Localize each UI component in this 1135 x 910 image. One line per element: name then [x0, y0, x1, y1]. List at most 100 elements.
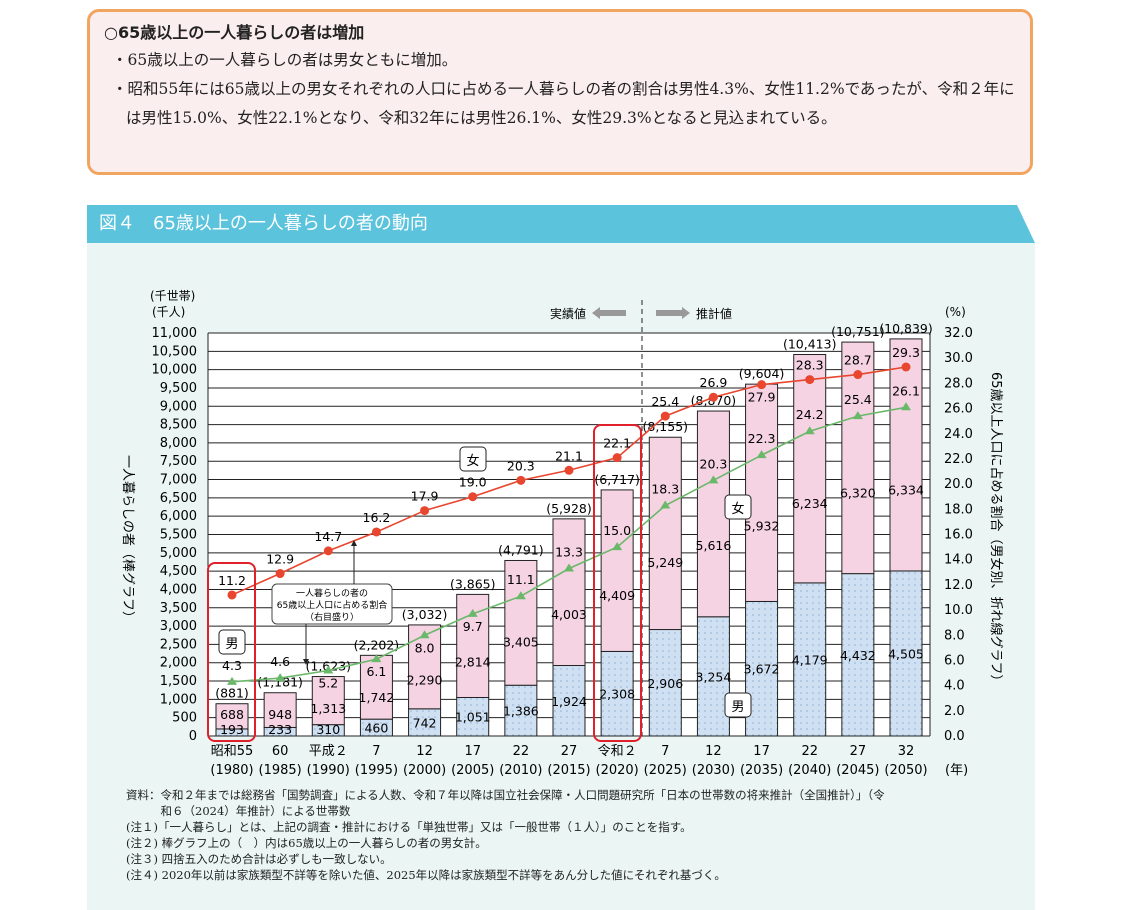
callout-text: 65歳以上人口に占める割合	[277, 599, 387, 611]
highlight-2020	[593, 424, 642, 742]
rate-label-female: 29.3	[892, 345, 920, 360]
left-tick-label: 1,000	[160, 692, 197, 707]
female-value-label: 1,742	[359, 690, 395, 705]
rate-label-male: 4.6	[270, 654, 290, 669]
rate-label-female: 27.9	[748, 390, 776, 405]
rate-label-female: 12.9	[266, 552, 294, 567]
left-tick-label: 3,500	[160, 601, 197, 616]
bar-female	[408, 624, 442, 710]
rate-label-female: 14.7	[314, 529, 342, 544]
point-female	[805, 375, 815, 385]
rate-label-female: 28.7	[844, 353, 872, 368]
point-male	[756, 450, 767, 459]
left-tick-label: 8,000	[160, 436, 197, 451]
female-value-label: 6,320	[840, 486, 876, 501]
rate-label-male: 9.7	[463, 619, 483, 634]
left-tick-label: 5,500	[160, 528, 197, 543]
point-female	[757, 380, 767, 390]
rate-label-female: 11.2	[218, 573, 246, 588]
male-label-box	[724, 692, 752, 718]
left-tick-label: 4,500	[160, 564, 197, 579]
total-label: (9,604)	[739, 366, 785, 381]
x-tick-label: 令和２	[598, 744, 637, 759]
male-value-label: 4,505	[888, 646, 924, 661]
point-male	[371, 654, 382, 663]
arrowhead-icon	[351, 540, 357, 546]
total-label: (3,865)	[450, 576, 496, 591]
bar-male	[696, 616, 730, 737]
x-tick-label: 32	[898, 744, 915, 759]
left-tick-label: 2,000	[160, 656, 197, 671]
rate-label-male: 24.2	[796, 407, 824, 422]
left-tick-label: 6,500	[160, 491, 197, 506]
notes: 資料：令和２年までは総務省「国勢調査」による人数、令和７年以降は国立社会保障・人…	[126, 787, 1006, 883]
female-value-label: 688	[220, 707, 244, 722]
x-tick-label: 7	[372, 744, 380, 759]
point-male	[708, 475, 719, 484]
point-female	[853, 370, 863, 380]
left-tick-label: 6,000	[160, 509, 197, 524]
right-tick-label: 4.0	[944, 679, 965, 694]
note-2: (注２) 棒グラフ上の（ ）内は65歳以上の一人暮らしの者の男女計。	[126, 836, 487, 850]
point-female	[371, 527, 381, 537]
x-tick-label: 昭和55	[211, 744, 254, 759]
right-tick-label: 14.0	[944, 553, 973, 568]
x-year-label: (2050)	[884, 763, 927, 778]
callout-box	[271, 583, 393, 625]
male-value-label: 3,672	[744, 662, 780, 677]
female-value-label: 4,003	[551, 607, 587, 622]
x-tick-label: 17	[464, 744, 481, 759]
total-label: (10,751)	[831, 324, 885, 339]
note-source: 資料：令和２年までは総務省「国勢調査」による人数、令和７年以降は国立社会保障・人…	[126, 788, 885, 802]
female-value-label: 5,616	[696, 538, 732, 553]
bar-female	[696, 410, 730, 618]
right-tick-label: 30.0	[944, 351, 973, 366]
left-tick-label: 11,000	[152, 326, 198, 341]
left-tick-label: 3,000	[160, 619, 197, 634]
male-value-label: 233	[268, 722, 292, 737]
female-value-label: 1,313	[310, 701, 346, 716]
rate-label-female: 20.3	[507, 458, 535, 473]
x-tick-label: 27	[561, 744, 578, 759]
summary-heading: ○65歳以上の一人暮らしの者は増加	[104, 23, 365, 42]
bar-female	[263, 692, 297, 728]
point-male	[515, 591, 526, 600]
female-value-label: 6,234	[792, 496, 828, 511]
male-value-label: 3,254	[696, 669, 732, 684]
bar-male	[456, 696, 490, 737]
bar-female	[215, 703, 249, 730]
point-male	[660, 500, 671, 509]
left-tick-label: 500	[172, 711, 197, 726]
total-label: (881)	[215, 686, 249, 701]
left-tick-label: 10,000	[152, 363, 198, 378]
male-value-label: 1,051	[455, 710, 491, 725]
rate-label-male: 15.0	[603, 523, 631, 538]
arrowhead-icon	[303, 659, 309, 665]
point-female	[227, 590, 237, 600]
point-male	[852, 411, 863, 420]
arrow-left-icon	[592, 307, 626, 319]
female-value-label: 5,932	[744, 518, 780, 533]
point-female	[612, 453, 622, 463]
male-label: 男	[225, 637, 238, 652]
male-value-label: 310	[316, 722, 340, 737]
left-tick-label: 5,000	[160, 546, 197, 561]
point-female	[468, 492, 478, 502]
bar-female	[504, 559, 538, 686]
x-tick-label: 17	[753, 744, 770, 759]
point-male	[612, 542, 623, 551]
rate-label-male: 8.0	[415, 640, 435, 655]
point-female	[564, 465, 574, 475]
x-unit: (年)	[945, 763, 968, 778]
right-tick-label: 28.0	[944, 376, 973, 391]
bar-female	[745, 383, 779, 602]
bar-male	[504, 684, 538, 737]
left-tick-label: 2,500	[160, 637, 197, 652]
left-axis-label: 一人暮らしの者（棒グラフ）	[120, 455, 135, 624]
rate-label-female: 26.9	[700, 375, 728, 390]
rate-label-male: 6.1	[366, 664, 386, 679]
callout-text: 一人暮らしの者の	[296, 587, 368, 599]
right-tick-label: 0.0	[944, 729, 965, 744]
x-year-label: (1990)	[307, 763, 350, 778]
x-year-label: (1985)	[259, 763, 302, 778]
